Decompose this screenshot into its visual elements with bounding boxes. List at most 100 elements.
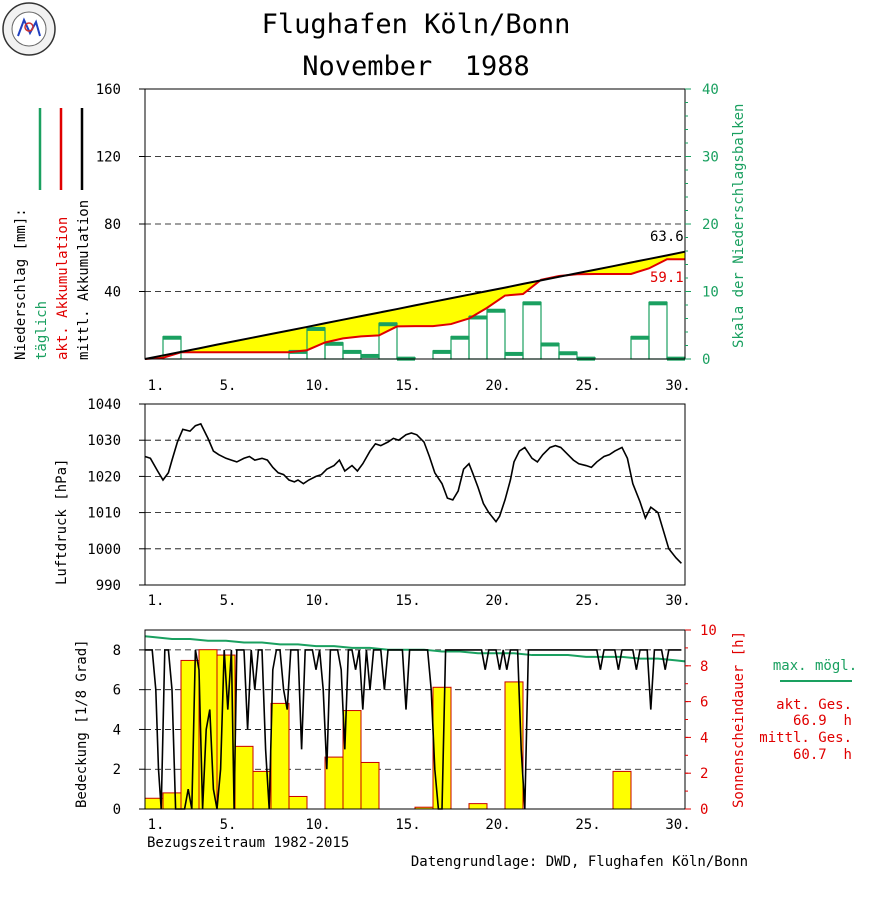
precip-bar-scale-label: Skala der Niederschlagsbalken — [731, 104, 747, 348]
x-tick-label: 1. — [148, 378, 165, 394]
precip-bar-cap — [361, 353, 379, 358]
page-subtitle: November 1988 — [302, 51, 530, 82]
current-end-label: 59.1 — [650, 270, 684, 286]
precip-bar-cap — [649, 301, 667, 306]
right-tick-label: 30 — [702, 150, 719, 166]
pressure-axis-label: Luftdruck [hPa] — [54, 459, 70, 585]
right-tick-label: 8 — [700, 659, 708, 675]
x-tick-label: 5. — [220, 817, 237, 833]
y-tick-label: 0 — [113, 802, 121, 818]
sunshine-bar — [360, 761, 380, 810]
mean-end-label: 63.6 — [650, 229, 684, 245]
precip-bar-cap — [307, 326, 325, 331]
legend-mean-label: mittl. Akkumulation — [76, 200, 92, 360]
page-title: Flughafen Köln/Bonn — [262, 9, 571, 40]
sunshine-bar — [180, 659, 200, 810]
mean-accumulation-line — [144, 250, 686, 360]
x-tick-label: 20. — [485, 378, 510, 394]
y-tick-label: 40 — [104, 285, 121, 301]
current-total-value: 66.9 h — [793, 713, 852, 729]
legend-daily-label: täglich — [34, 301, 50, 360]
y-tick-label: 120 — [96, 150, 121, 166]
sunshine-bar — [288, 795, 308, 810]
precip-bar-cap — [487, 308, 505, 313]
sunshine-axis-label: Sonnenscheindauer [h] — [731, 631, 747, 808]
data-source: Datengrundlage: DWD, Flughafen Köln/Bonn — [411, 854, 748, 870]
right-tick-label: 4 — [700, 730, 708, 746]
reference-period: Bezugszeitraum 1982-2015 — [147, 835, 349, 851]
cloud-sunshine-panel: 0 2 4 6 8 0 2 4 6 8 10 1. 5. 10. 15. 20. 25. 30. Bedeckun… — [74, 623, 857, 833]
precip-bar-cap — [379, 322, 397, 327]
x-tick-label: 30. — [665, 378, 690, 394]
y-tick-label: 160 — [96, 82, 121, 98]
mean-total-label: mittl. Ges. — [759, 730, 852, 746]
precip-bar-cap — [325, 341, 343, 346]
pressure-plot-frame — [144, 403, 686, 586]
y-tick-label: 1030 — [87, 433, 121, 449]
precip-bar — [468, 315, 488, 360]
pressure-line — [144, 422, 682, 564]
sunshine-bar — [468, 803, 488, 810]
precip-bar — [630, 336, 650, 360]
x-tick-label: 20. — [485, 593, 510, 609]
y-tick-label: 1010 — [87, 506, 121, 522]
precip-bar-cap — [163, 335, 181, 340]
right-tick-label: 10 — [702, 285, 719, 301]
x-tick-label: 5. — [220, 593, 237, 609]
right-tick-label: 10 — [700, 623, 717, 639]
x-tick-label: 25. — [575, 378, 600, 394]
right-tick-label: 0 — [700, 802, 708, 818]
x-tick-label: 5. — [220, 378, 237, 394]
y-tick-label: 1040 — [87, 397, 121, 413]
max-possible-legend-label: max. mögl. — [773, 658, 857, 674]
precip-bar — [648, 301, 668, 360]
current-total-label: akt. Ges. — [776, 697, 852, 713]
x-tick-label: 1. — [148, 593, 165, 609]
sunshine-bar — [162, 792, 182, 810]
x-tick-label: 15. — [395, 593, 420, 609]
y-tick-label: 1000 — [87, 542, 121, 558]
precip-bar-cap — [505, 351, 523, 356]
y-tick-label: 990 — [96, 578, 121, 594]
precip-bar-cap — [559, 351, 577, 356]
sunshine-bar — [234, 745, 254, 810]
right-tick-label: 40 — [702, 82, 719, 98]
x-tick-label: 30. — [665, 593, 690, 609]
precip-bar — [486, 309, 506, 360]
precip-bar-cap — [343, 349, 361, 354]
cloud-axis-label: Bedeckung [1/8 Grad] — [74, 639, 90, 808]
x-tick-label: 10. — [305, 378, 330, 394]
x-tick-label: 30. — [665, 817, 690, 833]
precip-bar — [522, 301, 542, 360]
x-tick-label: 10. — [305, 593, 330, 609]
mean-total-value: 60.7 h — [793, 747, 852, 763]
y-tick-label: 1020 — [87, 469, 121, 485]
precip-bar — [450, 336, 470, 360]
dwd-seal-icon — [2, 2, 56, 56]
x-tick-label: 15. — [395, 817, 420, 833]
sunshine-bar — [612, 770, 632, 810]
precip-bar-cap — [433, 349, 451, 354]
cloud-cover-line — [145, 649, 682, 810]
right-tick-label: 0 — [702, 352, 710, 368]
y-tick-label: 4 — [113, 722, 121, 738]
right-tick-label: 6 — [700, 695, 708, 711]
x-tick-label: 15. — [395, 378, 420, 394]
x-tick-label: 25. — [575, 593, 600, 609]
x-tick-label: 10. — [305, 817, 330, 833]
precip-bar-cap — [469, 315, 487, 320]
right-tick-label: 20 — [702, 217, 719, 233]
pressure-panel: 990 1000 1010 1020 1030 1040 1. 5. 10. 15. 20. 25. 3… — [54, 397, 691, 609]
current-accumulation-line — [144, 258, 685, 360]
precip-bar-cap — [523, 301, 541, 306]
y-tick-label: 8 — [113, 643, 121, 659]
y-tick-label: 6 — [113, 683, 121, 699]
precipitation-panel: 40 80 120 160 0 10 20 30 40 1. 5. 10. 15. 20. 25. 30. 6… — [13, 82, 747, 394]
precip-axis-label: Niederschlag [mm]: — [13, 208, 29, 360]
x-tick-label: 25. — [575, 817, 600, 833]
y-tick-label: 80 — [104, 217, 121, 233]
y-tick-label: 2 — [113, 762, 121, 778]
x-tick-label: 1. — [148, 817, 165, 833]
legend-current-label: akt. Akkumulation — [55, 217, 71, 360]
